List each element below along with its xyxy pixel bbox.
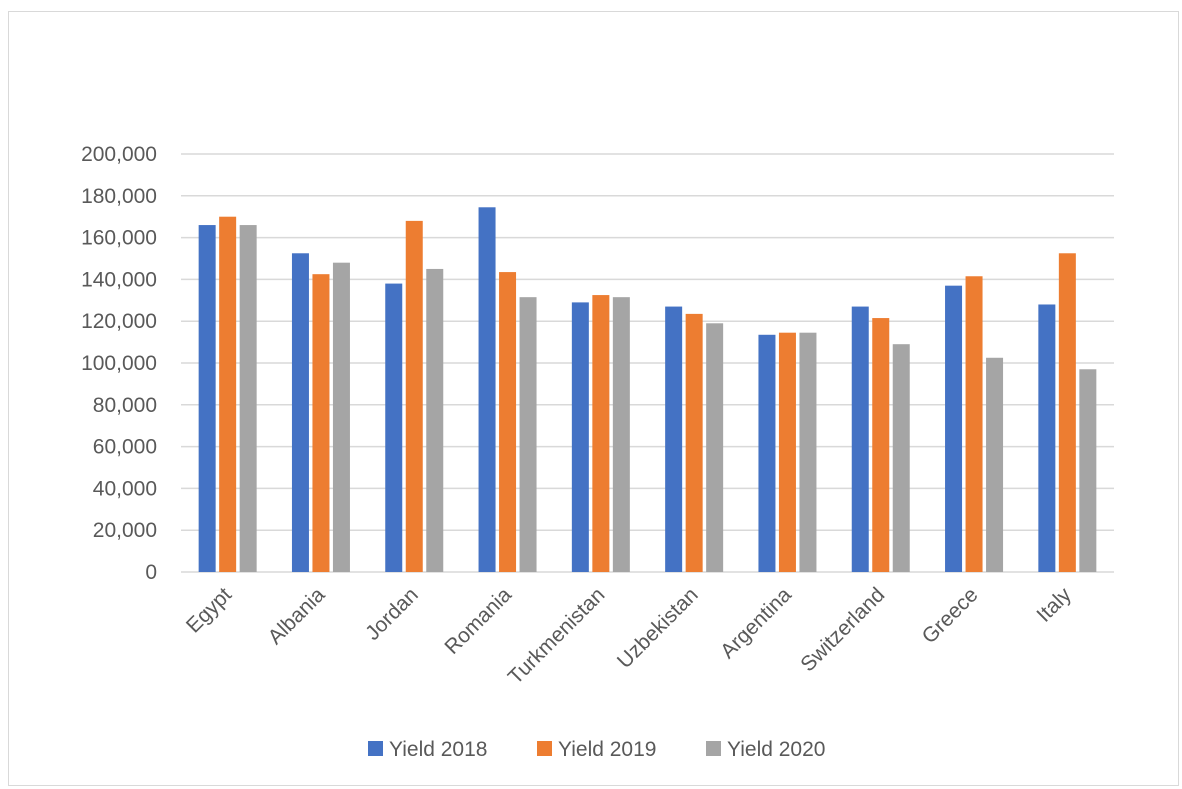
- legend-label: Yield 2019: [558, 738, 656, 761]
- bar-italy-yield-2019: [1058, 253, 1076, 572]
- bar-switzerland-yield-2019: [872, 318, 890, 572]
- bar-albania-yield-2020: [332, 262, 350, 572]
- y-tick-label: 60,000: [93, 436, 157, 459]
- bar-greece-yield-2020: [986, 357, 1004, 572]
- bar-uzbekistan-yield-2019: [685, 313, 703, 572]
- bars: [198, 207, 1097, 573]
- x-category-label: Romania: [440, 583, 516, 659]
- bar-turkmenistan-yield-2018: [571, 302, 589, 572]
- x-category-label: Greece: [918, 583, 983, 648]
- y-tick-label: 120,000: [81, 310, 157, 333]
- y-tick-label: 160,000: [81, 227, 157, 250]
- bar-argentina-yield-2018: [758, 334, 776, 572]
- y-tick-label: 0: [145, 561, 157, 584]
- legend-label: Yield 2020: [727, 738, 825, 761]
- y-tick-label: 200,000: [81, 143, 157, 166]
- y-tick-label: 180,000: [81, 185, 157, 208]
- bar-uzbekistan-yield-2018: [665, 306, 683, 572]
- x-category-label: Argentina: [716, 583, 796, 663]
- bar-turkmenistan-yield-2020: [612, 297, 630, 572]
- legend-swatch-yield-2018: [368, 741, 383, 756]
- bar-greece-yield-2018: [945, 285, 963, 572]
- bar-argentina-yield-2020: [799, 332, 817, 572]
- legend-swatch-yield-2020: [706, 741, 721, 756]
- x-category-label: Italy: [1032, 583, 1076, 627]
- bar-uzbekistan-yield-2020: [706, 323, 724, 572]
- bar-switzerland-yield-2018: [851, 306, 869, 572]
- bar-turkmenistan-yield-2019: [592, 295, 610, 572]
- x-category-label: Jordan: [361, 583, 423, 645]
- bar-jordan-yield-2018: [385, 283, 403, 572]
- y-tick-label: 20,000: [93, 519, 157, 542]
- y-tick-label: 100,000: [81, 352, 157, 375]
- bar-egypt-yield-2020: [239, 225, 257, 572]
- y-tick-label: 80,000: [93, 394, 157, 417]
- bar-switzerland-yield-2020: [892, 344, 910, 572]
- x-category-label: Switzerland: [796, 583, 889, 676]
- x-category-label: Albania: [264, 583, 330, 649]
- bar-albania-yield-2018: [291, 253, 309, 572]
- bar-egypt-yield-2018: [198, 225, 216, 572]
- bar-romania-yield-2018: [478, 207, 496, 573]
- x-category-label: Egypt: [182, 583, 236, 637]
- y-axis-tick-labels: 0 20,000 40,000 60,000 80,000 100,000 120,000 1…: [81, 143, 157, 584]
- legend: Yield 2018 Yield 2019 Yield 2020: [368, 738, 825, 761]
- bar-egypt-yield-2019: [219, 216, 237, 572]
- x-category-label: Uzbekistan: [613, 583, 703, 673]
- bar-romania-yield-2019: [499, 272, 517, 572]
- bar-romania-yield-2020: [519, 297, 537, 572]
- legend-label: Yield 2018: [389, 738, 487, 761]
- bar-italy-yield-2018: [1038, 304, 1056, 572]
- bar-jordan-yield-2019: [405, 220, 423, 572]
- x-category-label: Turkmenistan: [504, 583, 610, 689]
- bar-jordan-yield-2020: [426, 268, 444, 572]
- y-tick-label: 140,000: [81, 268, 157, 291]
- legend-swatch-yield-2019: [537, 741, 552, 756]
- y-tick-label: 40,000: [93, 477, 157, 500]
- bar-albania-yield-2019: [312, 274, 330, 572]
- bar-greece-yield-2019: [965, 276, 983, 572]
- bar-argentina-yield-2019: [778, 332, 796, 572]
- bar-italy-yield-2020: [1079, 369, 1097, 572]
